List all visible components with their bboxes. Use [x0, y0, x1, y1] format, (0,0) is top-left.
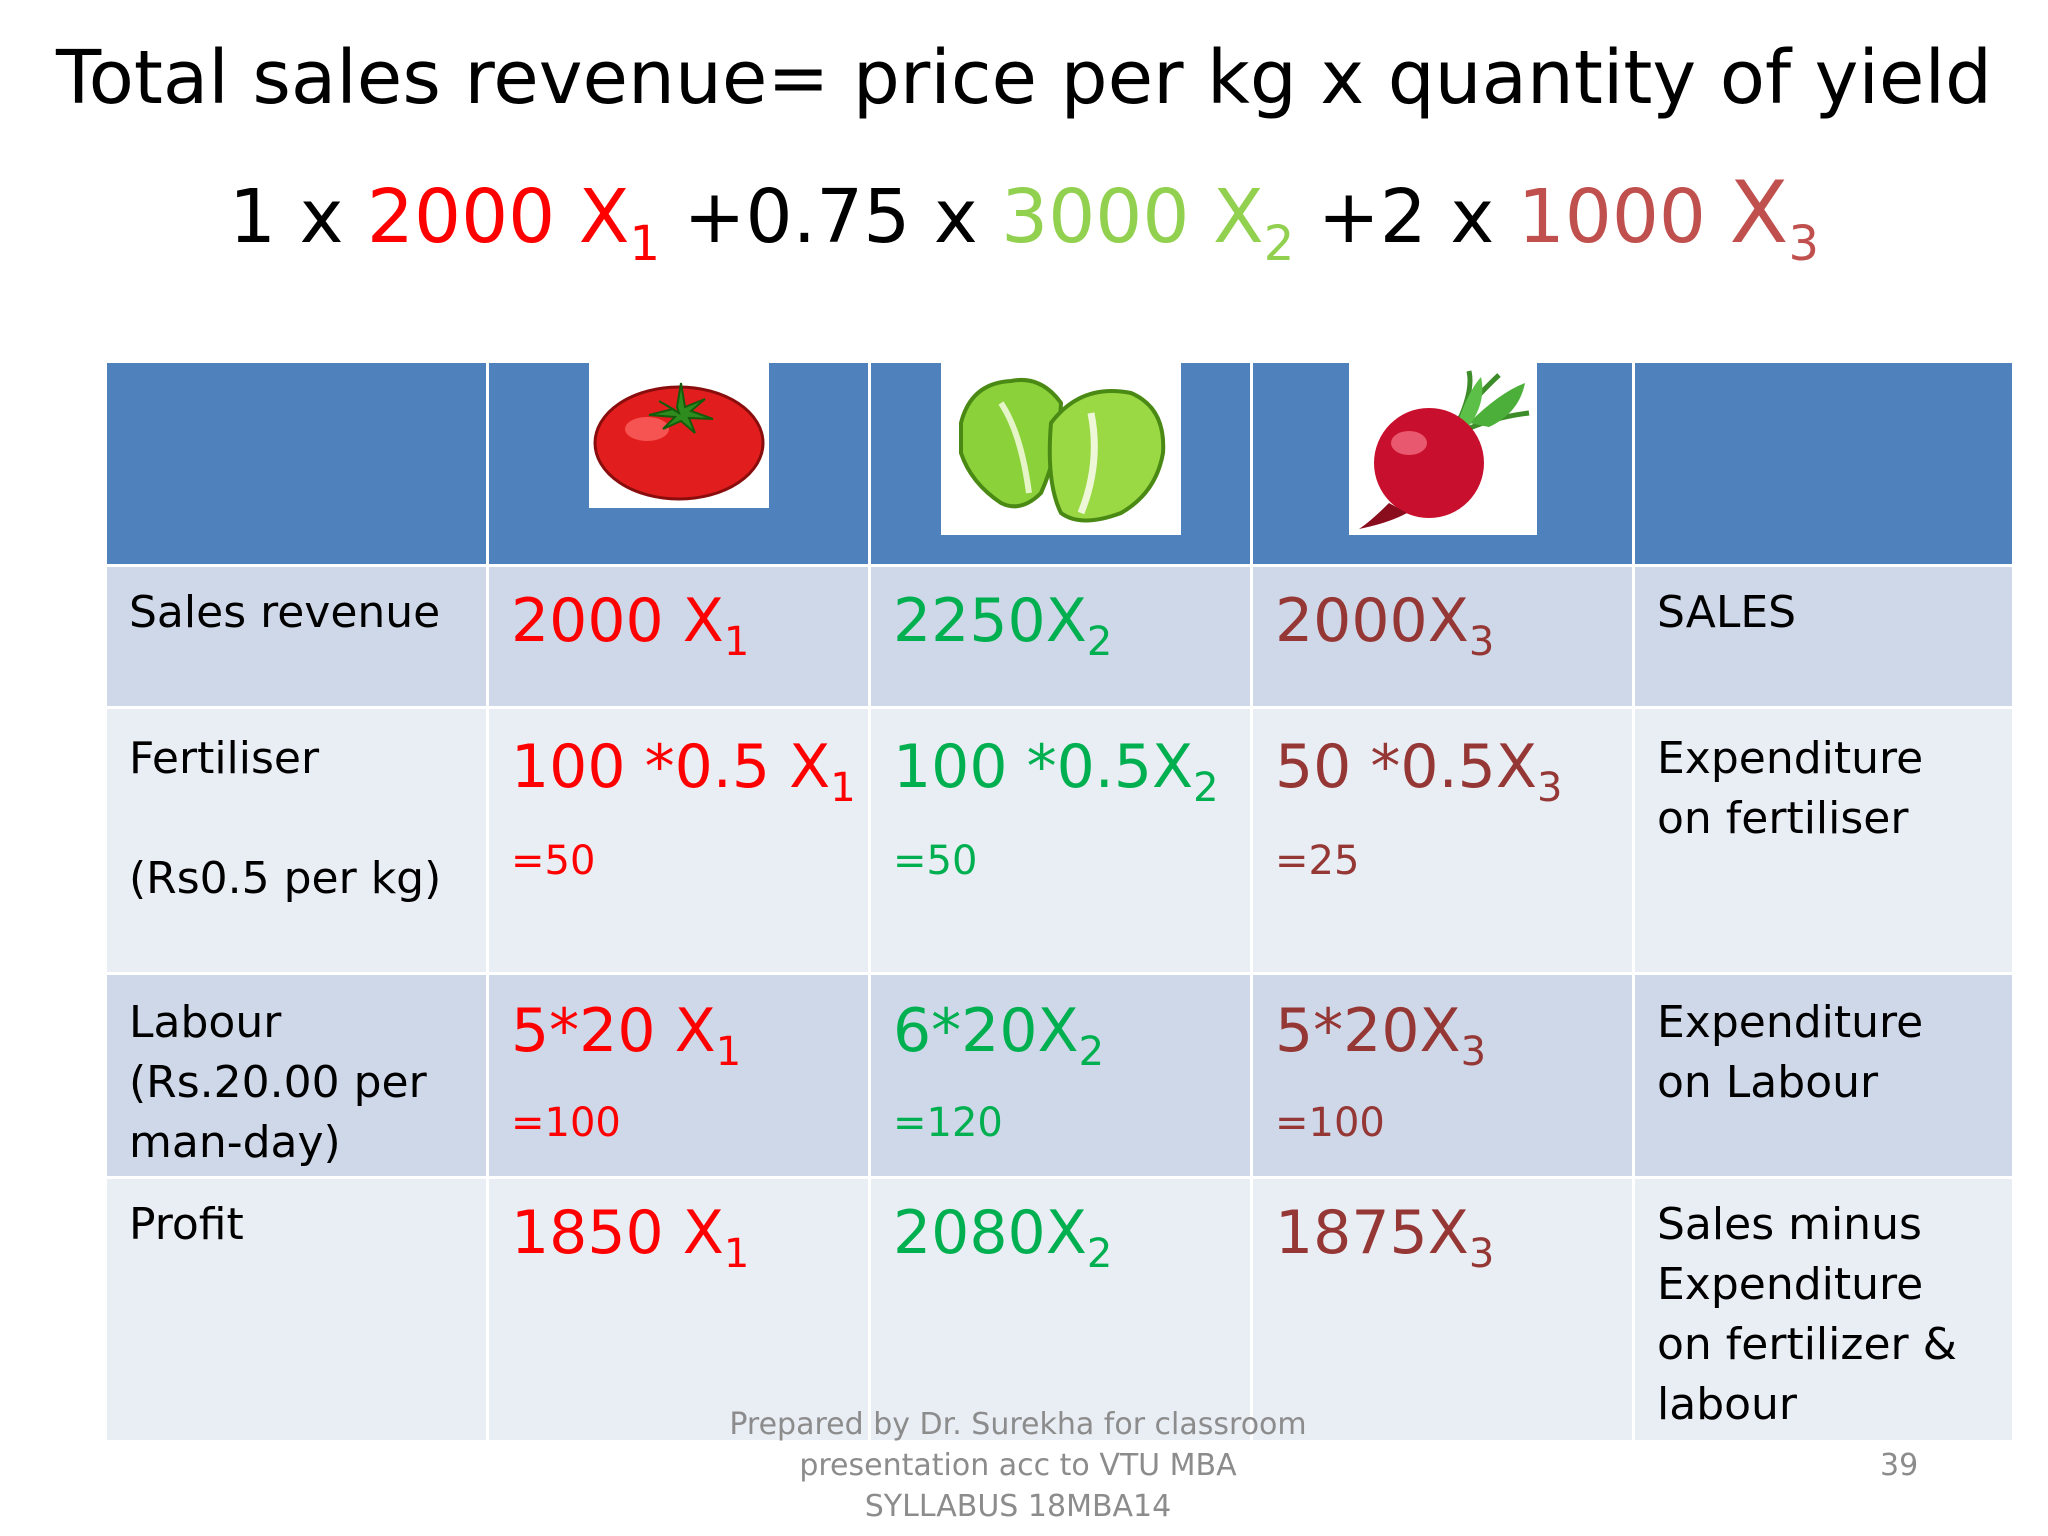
radish-sales-value: 2000X3 [1275, 586, 1495, 665]
slide-title: Total sales revenue= price per kg x quan… [56, 35, 1992, 121]
table-row: Labour (Rs.20.00 per man-day) 5*20 X1 =1… [104, 972, 2015, 1179]
row-note: SALES [1657, 587, 1797, 638]
formula-tomato-sub: 1 [629, 216, 660, 272]
radish-profit-value: 1875X3 [1275, 1198, 1495, 1277]
formula-lettuce-sub: 2 [1263, 216, 1295, 272]
row-note: Expenditure on fertiliser [1657, 733, 1924, 844]
table-row: Fertiliser (Rs0.5 per kg) 100 *0.5 X1 =5… [104, 706, 2015, 975]
header-cell-tomato [486, 360, 871, 567]
lettuce-labour-value: 6*20X2 [893, 996, 1105, 1075]
formula-radish-term: 1000 [1517, 174, 1730, 260]
crop-table: Sales revenue 2000 X1 2250X2 2000X3 SALE… [104, 360, 2015, 1443]
tomato-profit-value: 1850 X1 [511, 1198, 750, 1277]
lettuce-fertiliser-value: 100 *0.5X2 [893, 732, 1219, 811]
tomato-fertiliser-result: =50 [511, 838, 596, 884]
table-row: Profit 1850 X1 2080X2 1875X3 Sales minus… [104, 1176, 2015, 1443]
revenue-formula: 1 x 2000 X1 +0.75 x 3000 X2 +2 x 1000 X3 [0, 158, 2048, 272]
formula-part: 1 x [228, 174, 367, 260]
lettuce-profit-value: 2080X2 [893, 1198, 1113, 1277]
lettuce-labour-result: =120 [893, 1100, 1003, 1146]
row-note: Sales minus Expenditure on fertilizer & … [1657, 1199, 1957, 1430]
formula-part: +0.75 x [660, 174, 1002, 260]
radish-icon [1348, 363, 1537, 535]
table-row: Sales revenue 2000 X1 2250X2 2000X3 SALE… [104, 564, 2015, 709]
lettuce-fertiliser-result: =50 [893, 838, 978, 884]
radish-labour-value: 5*20X3 [1275, 996, 1487, 1075]
footer-note: Prepared by Dr. Surekha for classroom pr… [729, 1407, 1307, 1524]
radish-labour-result: =100 [1275, 1100, 1385, 1146]
radish-fertiliser-result: =25 [1275, 838, 1360, 884]
page-number: 39 [1880, 1448, 1919, 1483]
tomato-labour-value: 5*20 X1 [511, 996, 742, 1075]
tomato-fertiliser-value: 100 *0.5 X1 [511, 732, 856, 811]
header-cell-empty [104, 360, 489, 567]
lettuce-sales-value: 2250X2 [893, 586, 1113, 665]
formula-radish-sub: 3 [1788, 216, 1820, 272]
radish-fertiliser-value: 50 *0.5X3 [1275, 732, 1563, 811]
formula-part: +2 x [1294, 174, 1518, 260]
row-label: Sales revenue [129, 587, 441, 638]
formula-tomato-term: 2000 X [366, 174, 630, 260]
row-label: Labour (Rs.20.00 per man-day) [129, 997, 427, 1168]
formula-radish-var: X [1729, 163, 1789, 263]
row-label-detail: (Rs0.5 per kg) [129, 853, 442, 904]
row-label: Profit [129, 1199, 244, 1250]
tomato-sales-value: 2000 X1 [511, 586, 750, 665]
header-cell-empty [1632, 360, 2015, 567]
header-row [104, 360, 2015, 567]
formula-lettuce-term: 3000 X [1001, 174, 1264, 260]
header-cell-lettuce [868, 360, 1253, 567]
header-cell-radish [1250, 360, 1635, 567]
tomato-labour-result: =100 [511, 1100, 621, 1146]
row-label: Fertiliser [129, 733, 320, 784]
lettuce-icon [940, 363, 1181, 535]
tomato-icon [588, 363, 769, 508]
row-note: Expenditure on Labour [1657, 997, 1924, 1108]
